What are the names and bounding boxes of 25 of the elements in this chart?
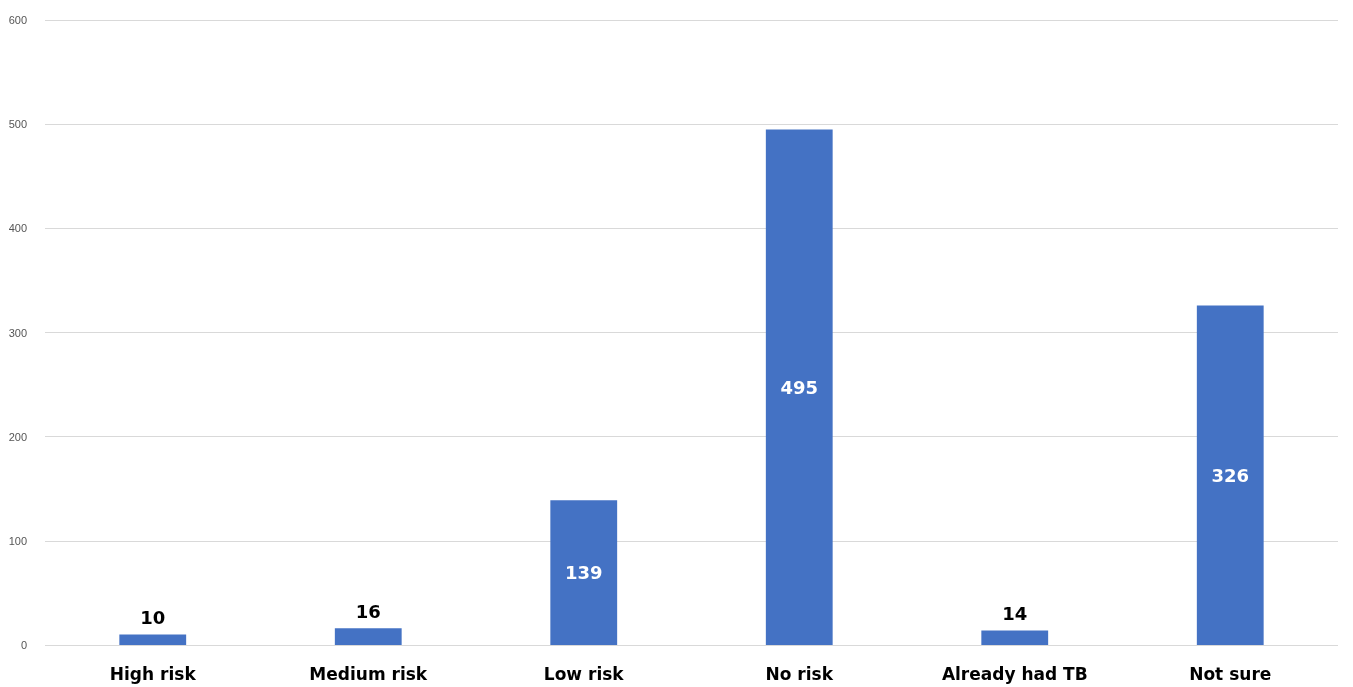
data-label: 495 xyxy=(780,376,819,398)
y-tick-label: 0 xyxy=(20,639,27,651)
y-tick-label: 200 xyxy=(8,430,27,443)
y-tick-label: 300 xyxy=(8,326,27,339)
data-label: 326 xyxy=(1211,464,1250,486)
x-tick-label: No risk xyxy=(765,663,834,684)
bar xyxy=(765,129,833,645)
data-label: 139 xyxy=(564,562,603,584)
data-label: 16 xyxy=(355,600,381,622)
data-label: 14 xyxy=(1002,602,1028,624)
x-tick-label: Already had TB xyxy=(941,663,1088,684)
bar xyxy=(550,500,618,645)
y-tick-label: 600 xyxy=(8,14,27,26)
y-tick-label: 500 xyxy=(8,118,27,131)
bar xyxy=(334,628,402,645)
data-label: 10 xyxy=(140,607,166,629)
y-tick-label: 100 xyxy=(8,534,27,547)
bar xyxy=(119,634,187,645)
x-tick-label: Medium risk xyxy=(309,663,428,684)
y-tick-label: 400 xyxy=(8,222,27,235)
x-tick-label: Low risk xyxy=(543,663,625,684)
x-tick-label: High risk xyxy=(109,663,197,684)
x-tick-label: Not sure xyxy=(1189,663,1272,684)
bar xyxy=(981,630,1049,645)
bar xyxy=(1196,305,1264,645)
